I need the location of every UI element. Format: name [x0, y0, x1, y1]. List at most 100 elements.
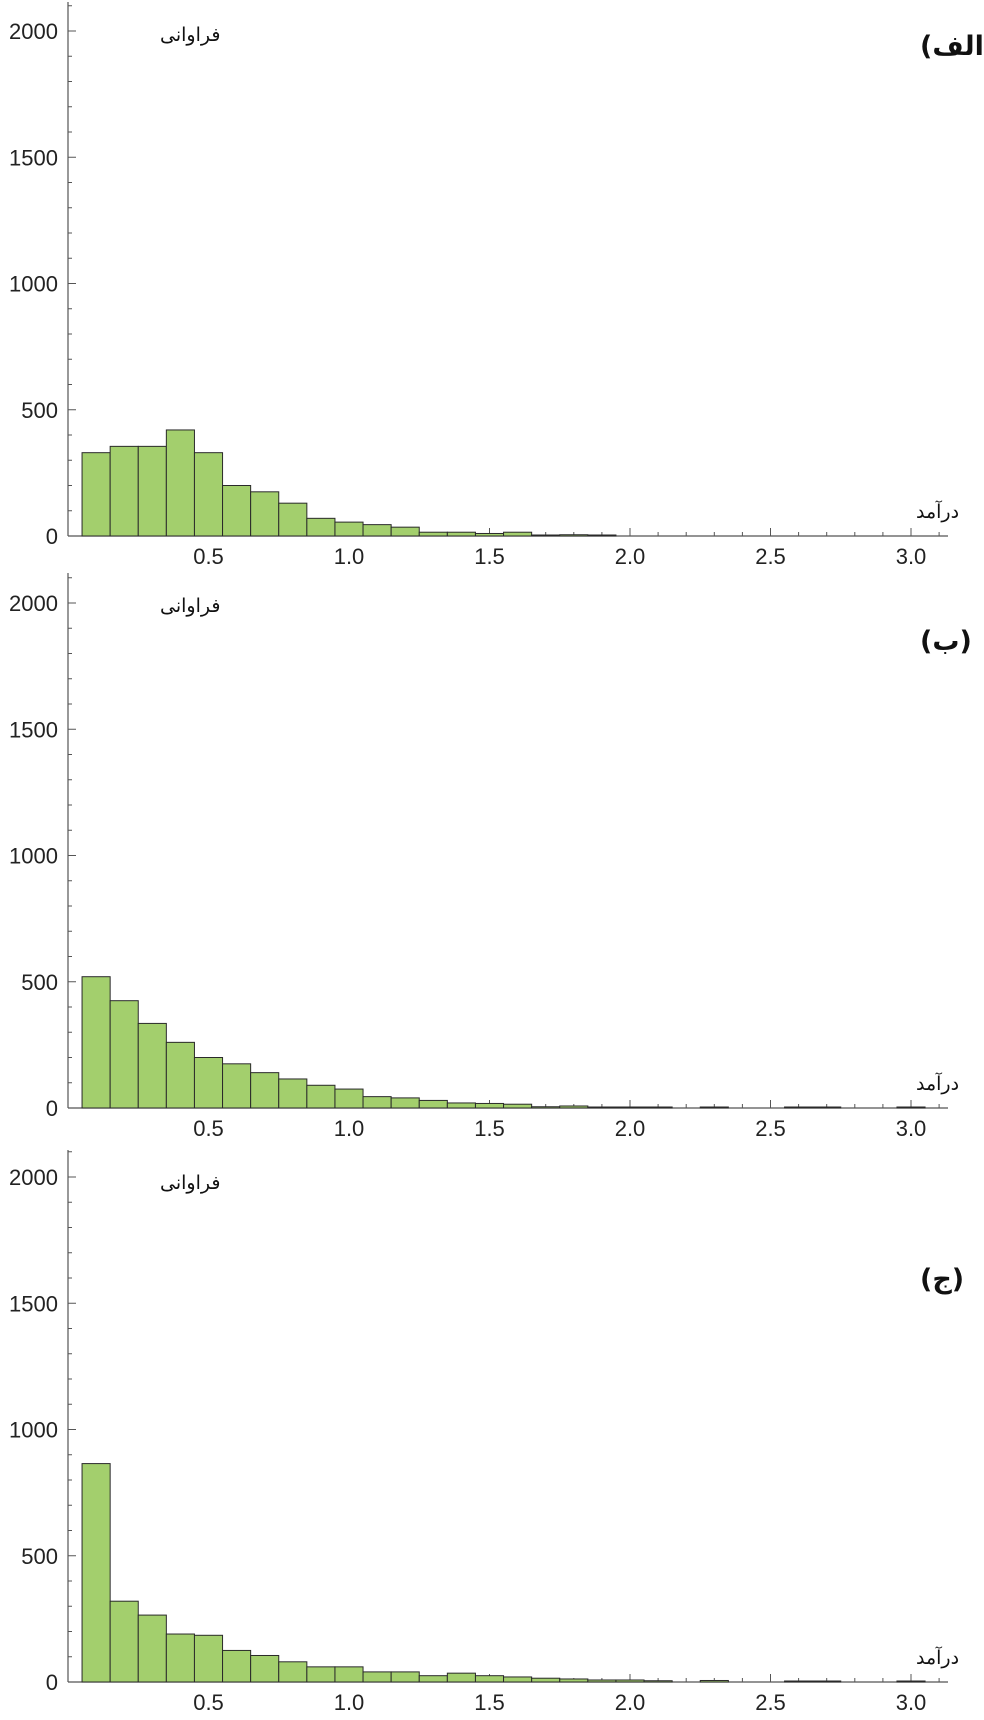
x-tick-label: 1.5 [474, 544, 505, 569]
histogram-bar [896, 1106, 926, 1109]
histogram-bar [587, 1679, 617, 1683]
x-tick-label: 1.5 [474, 1690, 505, 1715]
histogram-bar [503, 1103, 533, 1109]
panel-label: (ج) [920, 1264, 964, 1295]
x-tick-label: 1.0 [334, 1116, 365, 1141]
histogram-bar [278, 1078, 308, 1109]
x-tick-label: 2.5 [755, 544, 786, 569]
histogram-bar [531, 1677, 561, 1683]
histogram-bar [109, 1600, 139, 1683]
x-axis-title: درآمد [916, 1071, 959, 1095]
histogram-bar [474, 1102, 505, 1109]
x-tick-label: 2.5 [755, 1690, 786, 1715]
histogram-bar [334, 1088, 364, 1109]
histogram-bar [615, 1679, 645, 1683]
histogram-bar [278, 502, 308, 537]
y-tick-label: 1000 [9, 844, 58, 869]
histogram-bar [250, 1072, 280, 1109]
histogram-bar [306, 517, 336, 537]
chart-panel-1: 0 500 1000 1500 2000 0.5 1.0 1.5 2.0 2.5 3.0 فراوان… [9, 2, 984, 569]
histogram-bar [137, 1614, 167, 1683]
histogram-bar [193, 1057, 224, 1109]
histogram-bar [109, 445, 139, 537]
histogram-bar [306, 1084, 336, 1109]
histogram-bar [559, 1678, 589, 1683]
histogram-bar [222, 485, 252, 537]
histogram-bar [446, 531, 476, 537]
histogram-bar [643, 1680, 673, 1683]
histogram-bar [137, 445, 167, 537]
panel-label: (الف) [920, 31, 984, 62]
y-tick-label: 500 [21, 398, 58, 423]
histogram-bar [474, 1675, 505, 1683]
y-tick-label: 2000 [9, 1165, 58, 1190]
x-tick-label: 2.5 [755, 1116, 786, 1141]
x-tick-label: 2.0 [615, 1116, 646, 1141]
histogram-bar [418, 531, 448, 537]
y-tick-label: 2000 [9, 19, 58, 44]
x-tick-label: 0.5 [193, 1116, 224, 1141]
histogram-bar [503, 1676, 533, 1683]
x-tick-label: 2.0 [615, 1690, 646, 1715]
histogram-bar [81, 452, 111, 537]
histogram-bar [643, 1106, 673, 1109]
histogram-bar [362, 1671, 392, 1683]
histogram-bar [362, 1096, 392, 1109]
histogram-bar [531, 534, 561, 537]
histogram-bar [390, 1097, 420, 1109]
y-axis-title: فراوانی [160, 1172, 220, 1194]
y-tick-label: 500 [21, 1544, 58, 1569]
y-tick-label: 500 [21, 970, 58, 995]
histogram-bar [222, 1063, 252, 1109]
histogram-bar [250, 1654, 280, 1683]
x-tick-label: 1.0 [334, 544, 365, 569]
y-tick-label: 0 [46, 1096, 58, 1121]
histogram-bar [137, 1022, 167, 1109]
histogram-bar [418, 1675, 448, 1683]
y-axis-title: فراوانی [160, 24, 220, 46]
chart-panel-3: 0 500 1000 1500 2000 0.5 1.0 1.5 2.0 2.5 3.0 فراوان… [9, 1150, 964, 1715]
histogram-bar [390, 1671, 420, 1683]
histogram-bar [784, 1680, 814, 1683]
x-tick-label: 0.5 [193, 1690, 224, 1715]
x-tick-label: 1.0 [334, 1690, 365, 1715]
x-axis-title: درآمد [916, 499, 959, 523]
histogram-bar [222, 1649, 252, 1683]
histogram-bar [362, 524, 392, 537]
histogram-bar [165, 1041, 195, 1109]
histogram-bar [418, 1099, 448, 1109]
y-tick-label: 1500 [9, 1291, 58, 1316]
y-tick-label: 2000 [9, 591, 58, 616]
histogram-bar [390, 526, 420, 537]
histogram-bar [503, 531, 533, 537]
histogram-bar [812, 1680, 842, 1683]
y-tick-label: 0 [46, 1670, 58, 1695]
y-axis-title: فراوانی [160, 595, 220, 617]
histogram-bar [699, 1679, 729, 1683]
histogram-bar [306, 1666, 336, 1683]
x-tick-label: 3.0 [896, 1116, 927, 1141]
histogram-bar [334, 1666, 364, 1683]
y-tick-label: 1000 [9, 1418, 58, 1443]
x-tick-label: 3.0 [896, 544, 927, 569]
histogram-bar [193, 1634, 224, 1683]
histogram-bar [165, 1633, 195, 1683]
histogram-bar [193, 452, 224, 537]
histogram-bar [109, 1000, 139, 1109]
x-axis-title: درآمد [916, 1645, 959, 1669]
histogram-bar [334, 521, 364, 537]
y-tick-label: 1500 [9, 145, 58, 170]
x-tick-label: 1.5 [474, 1116, 505, 1141]
x-tick-label: 2.0 [615, 544, 646, 569]
histogram-bar [474, 532, 505, 537]
panel-label: (ب) [920, 626, 972, 657]
histogram-bar [615, 1106, 645, 1109]
histogram-bar [165, 429, 195, 537]
histogram-bar [531, 1106, 561, 1109]
histogram-bar [446, 1672, 476, 1683]
histogram-bar [81, 976, 111, 1109]
histogram-bar [559, 1105, 589, 1109]
histogram-bar [446, 1102, 476, 1109]
